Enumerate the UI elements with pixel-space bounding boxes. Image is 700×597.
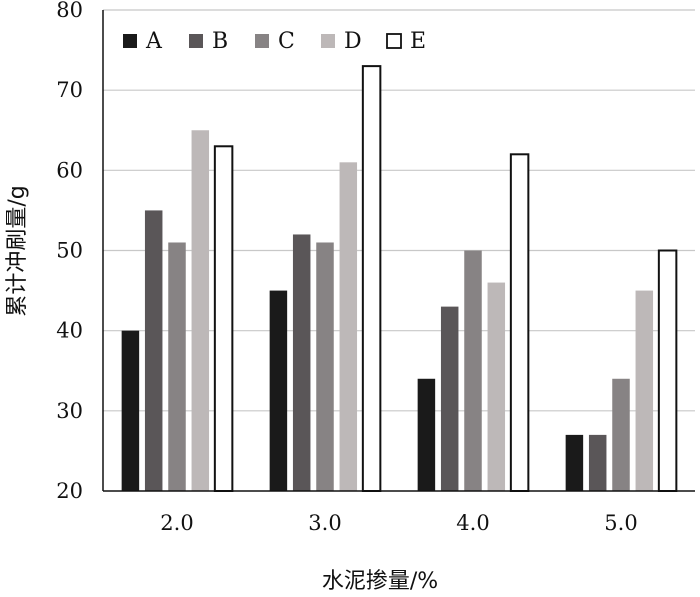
bar-A-5.0 xyxy=(565,434,584,491)
legend-swatch-B xyxy=(189,34,203,48)
y-tick-label: 30 xyxy=(56,399,83,423)
bars xyxy=(121,65,678,493)
bar-C-2.0 xyxy=(168,242,186,491)
bar-C-3.0 xyxy=(316,242,334,491)
bar-E-5.0 xyxy=(657,249,678,492)
y-tick-label: 20 xyxy=(56,479,83,503)
bar-A-3.0 xyxy=(269,290,288,491)
bar-D-5.0 xyxy=(635,290,654,491)
bar-E-2.0 xyxy=(213,145,234,493)
x-tick-label: 2.0 xyxy=(160,511,193,535)
bar-B-3.0 xyxy=(292,234,311,491)
legend-label-E: E xyxy=(410,29,426,54)
legend-swatch-C xyxy=(255,34,269,48)
y-tick-label: 60 xyxy=(56,158,83,182)
x-tick-label: 5.0 xyxy=(604,511,637,535)
legend-swatch-E xyxy=(386,33,402,49)
bar-C-5.0 xyxy=(612,378,630,491)
legend-label-A: A xyxy=(145,29,163,54)
bar-A-2.0 xyxy=(121,330,140,491)
bar-D-4.0 xyxy=(487,282,506,491)
bar-B-5.0 xyxy=(588,434,607,491)
axes xyxy=(102,10,695,492)
bar-E-3.0 xyxy=(361,65,382,492)
bar-E-4.0 xyxy=(509,153,530,493)
y-axis-title: 累计冲刷量/g xyxy=(5,185,30,316)
y-tick-label: 50 xyxy=(56,239,83,263)
y-tick-label: 80 xyxy=(56,0,83,22)
bar-A-4.0 xyxy=(417,378,436,491)
legend-label-D: D xyxy=(344,29,362,54)
bar-B-4.0 xyxy=(440,306,459,491)
bar-B-2.0 xyxy=(144,210,163,491)
legend: A B C D E xyxy=(123,29,426,54)
y-tick-labels: 20 30 40 50 60 70 80 xyxy=(56,0,83,503)
x-tick-label: 3.0 xyxy=(308,511,341,535)
x-tick-label: 4.0 xyxy=(456,511,489,535)
bar-D-3.0 xyxy=(339,162,358,492)
bar-C-4.0 xyxy=(464,250,482,491)
x-axis-title: 水泥掺量/% xyxy=(322,569,438,594)
legend-label-B: B xyxy=(212,29,228,54)
x-tick-labels: 2.0 3.0 4.0 5.0 xyxy=(160,511,637,535)
bar-D-2.0 xyxy=(191,130,210,491)
y-tick-label: 40 xyxy=(56,319,83,343)
legend-swatch-A xyxy=(123,34,137,48)
legend-swatch-D xyxy=(321,34,335,48)
legend-label-C: C xyxy=(278,29,295,54)
y-tick-label: 70 xyxy=(56,78,83,102)
